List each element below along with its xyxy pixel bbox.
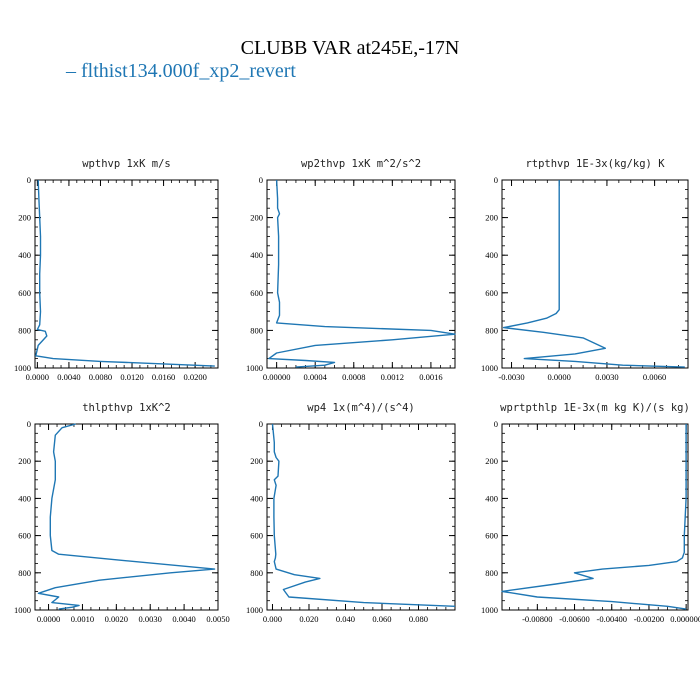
y-tick-label: 1000	[246, 605, 263, 615]
y-tick-label: 1000	[481, 605, 498, 615]
y-tick-label: 800	[485, 568, 498, 578]
profile-line	[35, 179, 215, 367]
y-tick-label: 400	[250, 250, 263, 260]
y-tick-label: 800	[18, 568, 31, 578]
x-tick-label: 0.0020	[105, 614, 128, 624]
legend-entry: – flthist134.000f_xp2_revert	[66, 60, 296, 82]
x-tick-label: 0.0060	[643, 372, 666, 382]
panel-2: wp2thvp 1xK m^2/s^2020040060080010000.00…	[246, 158, 456, 382]
profile-line	[501, 424, 687, 610]
x-tick-label: 0.0050	[206, 614, 229, 624]
axes-frame	[34, 423, 219, 611]
x-tick-label: 0.0000	[548, 372, 571, 382]
y-tick-label: 400	[18, 250, 31, 260]
x-tick-label: 0.0012	[381, 372, 404, 382]
y-tick-label: 600	[485, 531, 498, 541]
y-tick-label: 800	[18, 325, 31, 335]
y-tick-label: 800	[250, 325, 263, 335]
panel-title: thlpthvp 1xK^2	[82, 402, 171, 414]
y-tick-label: 800	[485, 325, 498, 335]
x-tick-label: -0.00400	[597, 614, 627, 624]
y-tick-label: 0	[259, 419, 263, 429]
y-tick-label: 0	[494, 175, 498, 185]
x-tick-label: 0.0120	[120, 372, 143, 382]
x-tick-label: -0.00200	[634, 614, 664, 624]
panel-6: wprtpthlp 1E-3x(m kg K)/(s kg)0 200 400 600…	[481, 402, 700, 624]
x-tick-label: 0.0160	[152, 372, 175, 382]
y-tick-label: 200	[250, 213, 263, 223]
x-tick-label: 0.0200	[183, 372, 206, 382]
profile-line	[271, 423, 456, 607]
y-tick-label: 600	[18, 531, 31, 541]
y-tick-label: 0	[494, 419, 498, 429]
panel-title: wpthvp 1xK m/s	[82, 158, 171, 170]
y-tick-label: 200	[18, 213, 31, 223]
x-tick-label: 0.0004	[304, 372, 328, 382]
y-tick-label: 200	[485, 213, 498, 223]
y-tick-label: 1000	[481, 363, 498, 373]
x-tick-label: 0.0080	[89, 372, 112, 382]
panel-title: rtpthvp 1E-3x(kg/kg) K	[525, 158, 665, 170]
x-tick-label: 0.0016	[419, 372, 442, 382]
x-tick-label: 0.00000	[263, 372, 291, 382]
x-tick-label: 0.040	[336, 614, 355, 624]
y-tick-label: 0	[27, 419, 31, 429]
profile-line	[502, 180, 685, 368]
x-tick-label: 0.0000	[37, 614, 60, 624]
x-tick-label: 0.0010	[71, 614, 94, 624]
x-tick-label: 0.080	[409, 614, 428, 624]
x-tick-label: 0.0040	[57, 372, 80, 382]
x-tick-label: -0.00800	[522, 614, 552, 624]
panel-title: wp4 1x(m^4)/(s^4)	[307, 402, 414, 414]
y-tick-label: 0	[27, 175, 31, 185]
y-tick-label: 1000	[14, 605, 31, 615]
y-tick-label: 200	[485, 456, 498, 466]
y-tick-label: 1000	[246, 363, 263, 373]
x-tick-label: -0.00600	[559, 614, 589, 624]
profile-line	[37, 423, 216, 610]
x-tick-label: 0.060	[372, 614, 391, 624]
profile-line	[268, 179, 456, 368]
x-tick-label: 0.0040	[172, 614, 195, 624]
y-tick-label: 200	[18, 456, 31, 466]
y-tick-label: 400	[485, 250, 498, 260]
x-tick-label: 0.020	[299, 614, 318, 624]
y-tick-label: 600	[250, 288, 263, 298]
axes-frame	[266, 423, 456, 611]
y-tick-label: 600	[485, 288, 498, 298]
panel-title: wp2thvp 1xK m^2/s^2	[301, 158, 421, 170]
y-tick-label: 400	[250, 493, 263, 503]
axes-frame	[501, 423, 689, 611]
x-tick-label: 0.0000	[26, 372, 49, 382]
x-tick-label: 0.0030	[595, 372, 618, 382]
x-tick-label: -0.0030	[498, 372, 524, 382]
axes-frame	[501, 179, 689, 369]
y-tick-label: 400	[18, 493, 31, 503]
y-tick-label: 200	[250, 456, 263, 466]
y-tick-label: 1000	[14, 363, 31, 373]
figure-title: CLUBB VAR at245E,-17N	[240, 37, 460, 59]
y-tick-label: 400	[485, 493, 498, 503]
y-tick-label: 0	[259, 175, 263, 185]
panel-title: wprtpthlp 1E-3x(m kg K)/(s kg)	[500, 402, 690, 414]
panel-4: thlpthvp 1xK^2 0 200 400 600 800 1000 0.0000 0.0…	[14, 402, 230, 624]
y-tick-label: 600	[250, 531, 263, 541]
panel-3: rtpthvp 1E-3x(kg/kg) K 0 200 400 600 800 1000-…	[481, 158, 689, 382]
x-tick-label: 0.0008	[342, 372, 365, 382]
axes-frame	[34, 179, 219, 369]
axes-frame	[266, 179, 456, 369]
y-tick-label: 600	[18, 288, 31, 298]
y-tick-label: 800	[250, 568, 263, 578]
x-tick-label: 0.000	[263, 614, 282, 624]
x-tick-label: 0.000000	[670, 614, 700, 624]
x-tick-label: 0.0030	[139, 614, 162, 624]
